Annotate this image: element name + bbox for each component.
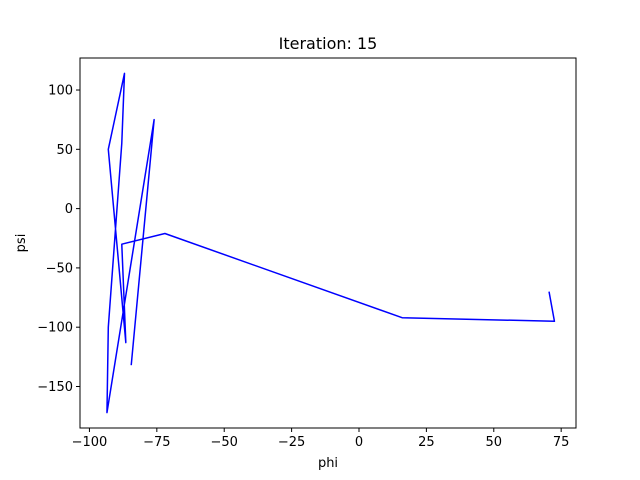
y-axis-ticks: −150 −100 −50 0 50 100: [37, 84, 80, 395]
y-axis-label: psi: [14, 234, 29, 253]
x-tick-label: 75: [553, 435, 570, 450]
x-tick-label: 0: [355, 435, 363, 450]
series-line: [106, 72, 556, 414]
axes-frame: [79, 57, 577, 429]
x-tick-label: −50: [210, 435, 237, 450]
series-layer: [106, 72, 556, 414]
y-tick-label: 50: [56, 143, 73, 158]
x-axis-ticks: −100 −75 −50 −25 0 25 50 75: [72, 428, 570, 450]
x-tick-label: 25: [418, 435, 435, 450]
y-tick-label: −150: [37, 380, 73, 395]
x-tick-label: 50: [486, 435, 503, 450]
x-tick-label: −75: [143, 435, 170, 450]
x-axis-label: phi: [318, 456, 338, 471]
y-tick-label: −50: [46, 261, 73, 276]
x-tick-label: −100: [72, 435, 108, 450]
y-tick-label: −100: [37, 321, 73, 336]
chart-title: Iteration: 15: [279, 34, 378, 53]
x-tick-label: −25: [278, 435, 305, 450]
y-tick-label: 100: [48, 84, 73, 99]
y-tick-label: 0: [65, 202, 73, 217]
